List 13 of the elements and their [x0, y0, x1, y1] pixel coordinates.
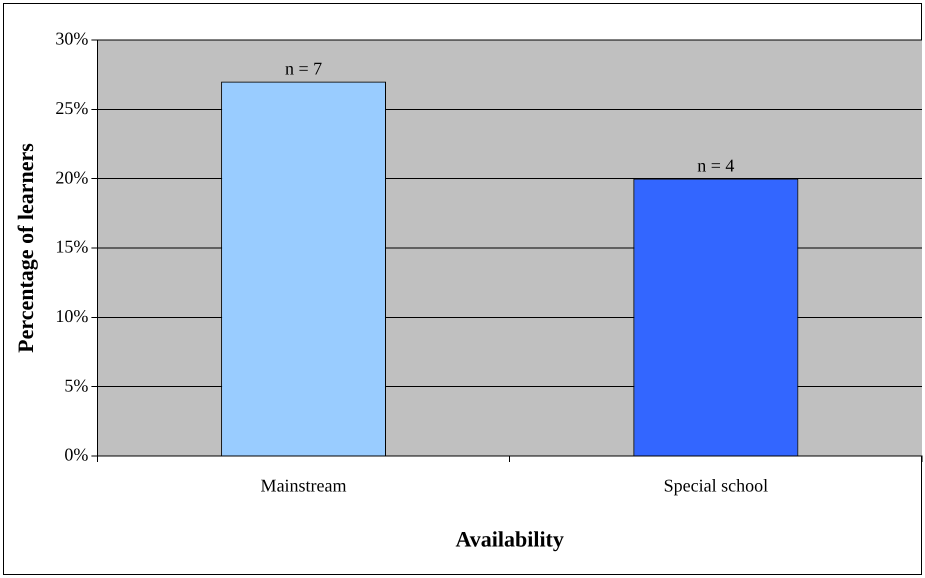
- y-tick-label: 0%: [64, 444, 88, 465]
- y-tick-label: 15%: [55, 236, 88, 257]
- x-tick-label: Mainstream: [260, 476, 347, 496]
- y-tick-label: 20%: [55, 167, 88, 188]
- annotation: n = 4: [697, 155, 734, 176]
- y-tick-label: 25%: [55, 98, 88, 118]
- y-tick-label: 10%: [55, 306, 88, 326]
- y-tick-label: 5%: [64, 375, 88, 396]
- x-tick-label: Special school: [664, 476, 768, 496]
- x-axis-title: Availability: [456, 526, 564, 552]
- annotation: n = 7: [284, 58, 322, 78]
- y-tick-label: 30%: [55, 28, 88, 49]
- y-axis-title: Percentage of learners: [12, 142, 38, 353]
